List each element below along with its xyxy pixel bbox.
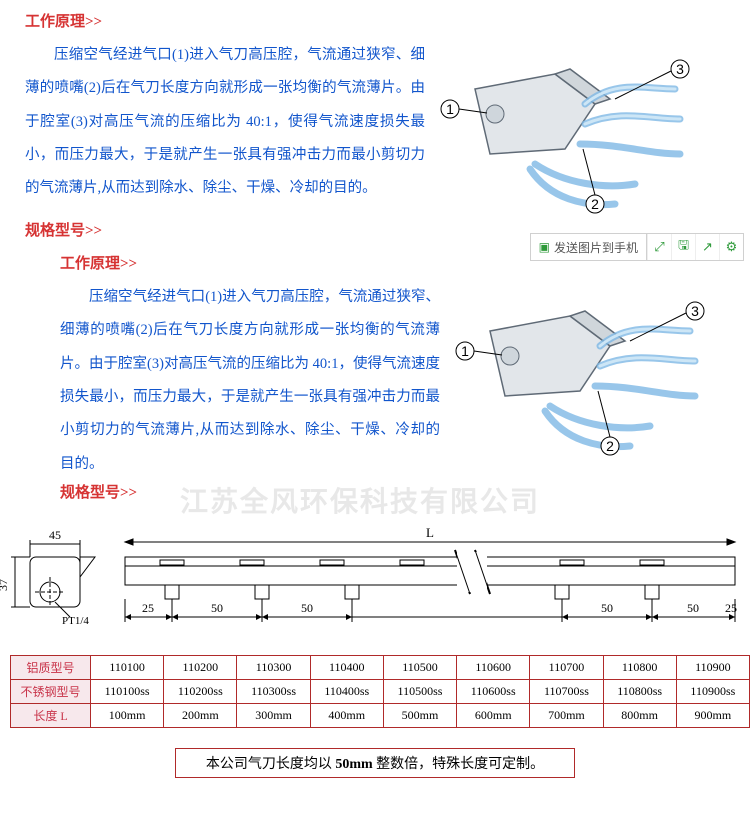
callout-1: 1 <box>446 101 454 117</box>
gear-icon[interactable]: ⚙ <box>719 234 743 260</box>
spec-table: 铝质型号 110100 110200 110300 110400 110500 … <box>10 655 750 728</box>
table-row: 铝质型号 110100 110200 110300 110400 110500 … <box>11 656 750 680</box>
footer-prefix: 本公司气刀长度均以 <box>206 757 336 772</box>
row-header: 不锈钢型号 <box>11 680 91 704</box>
principle-body-2: 压缩空气经进气口(1)进入气刀高压腔，气流通过狭窄、细薄的喷嘴(2)后在气刀长度… <box>60 281 440 481</box>
principle-body: 压缩空气经进气口(1)进入气刀高压腔，气流通过狭窄、细薄的喷嘴(2)后在气刀长度… <box>25 39 425 206</box>
svg-text:3: 3 <box>691 303 699 319</box>
svg-text:2: 2 <box>606 438 614 454</box>
svg-text:1: 1 <box>461 343 469 359</box>
air-knife-diagram: 1 2 3 <box>435 49 695 219</box>
footer-note: 本公司气刀长度均以 50mm 整数倍，特殊长度可定制。 <box>175 748 575 778</box>
technical-drawing: 45 37 PT1/4 <box>0 510 750 647</box>
svg-text:50: 50 <box>601 601 613 615</box>
table-row: 长度 L 100mm 200mm 300mm 400mm 500mm 600mm… <box>11 704 750 728</box>
svg-text:L: L <box>426 525 434 540</box>
principle-heading: 工作原理>> <box>25 10 725 31</box>
svg-text:37: 37 <box>0 579 10 591</box>
svg-text:50: 50 <box>211 601 223 615</box>
send-to-phone-button[interactable]: ▣ 发送图片到手机 <box>531 234 647 260</box>
svg-text:50: 50 <box>687 601 699 615</box>
svg-text:45: 45 <box>49 528 61 542</box>
row-header: 长度 L <box>11 704 91 728</box>
callout-2: 2 <box>591 196 599 212</box>
save-icon[interactable]: 🖫 <box>671 234 695 260</box>
footer-em: 50mm <box>335 757 372 772</box>
expand-icon[interactable]: ⤢ <box>647 234 671 260</box>
footer-suffix: 整数倍，特殊长度可定制。 <box>373 757 545 772</box>
principle-section-2: 工作原理>> 压缩空气经进气口(1)进入气刀高压腔，气流通过狭窄、细薄的喷嘴(2… <box>0 248 750 502</box>
callout-3: 3 <box>676 61 684 77</box>
send-to-phone-label: 发送图片到手机 <box>554 239 638 256</box>
svg-text:PT1/4: PT1/4 <box>62 615 89 627</box>
share-icon[interactable]: ↗ <box>695 234 719 260</box>
svg-text:50: 50 <box>301 601 313 615</box>
air-knife-diagram-2: 1 2 3 <box>450 291 710 461</box>
picture-icon: ▣ <box>539 240 550 255</box>
row-header: 铝质型号 <box>11 656 91 680</box>
table-row: 不锈钢型号 110100ss 110200ss 110300ss 110400s… <box>11 680 750 704</box>
svg-text:25: 25 <box>142 601 154 615</box>
image-toolbar: ▣ 发送图片到手机 ⤢ 🖫 ↗ ⚙ <box>530 233 744 261</box>
spec-heading-2: 规格型号>> <box>60 481 725 502</box>
svg-text:25: 25 <box>725 601 737 615</box>
principle-section-1: 工作原理>> 压缩空气经进气口(1)进入气刀高压腔，气流通过狭窄、细薄的喷嘴(2… <box>0 0 750 240</box>
